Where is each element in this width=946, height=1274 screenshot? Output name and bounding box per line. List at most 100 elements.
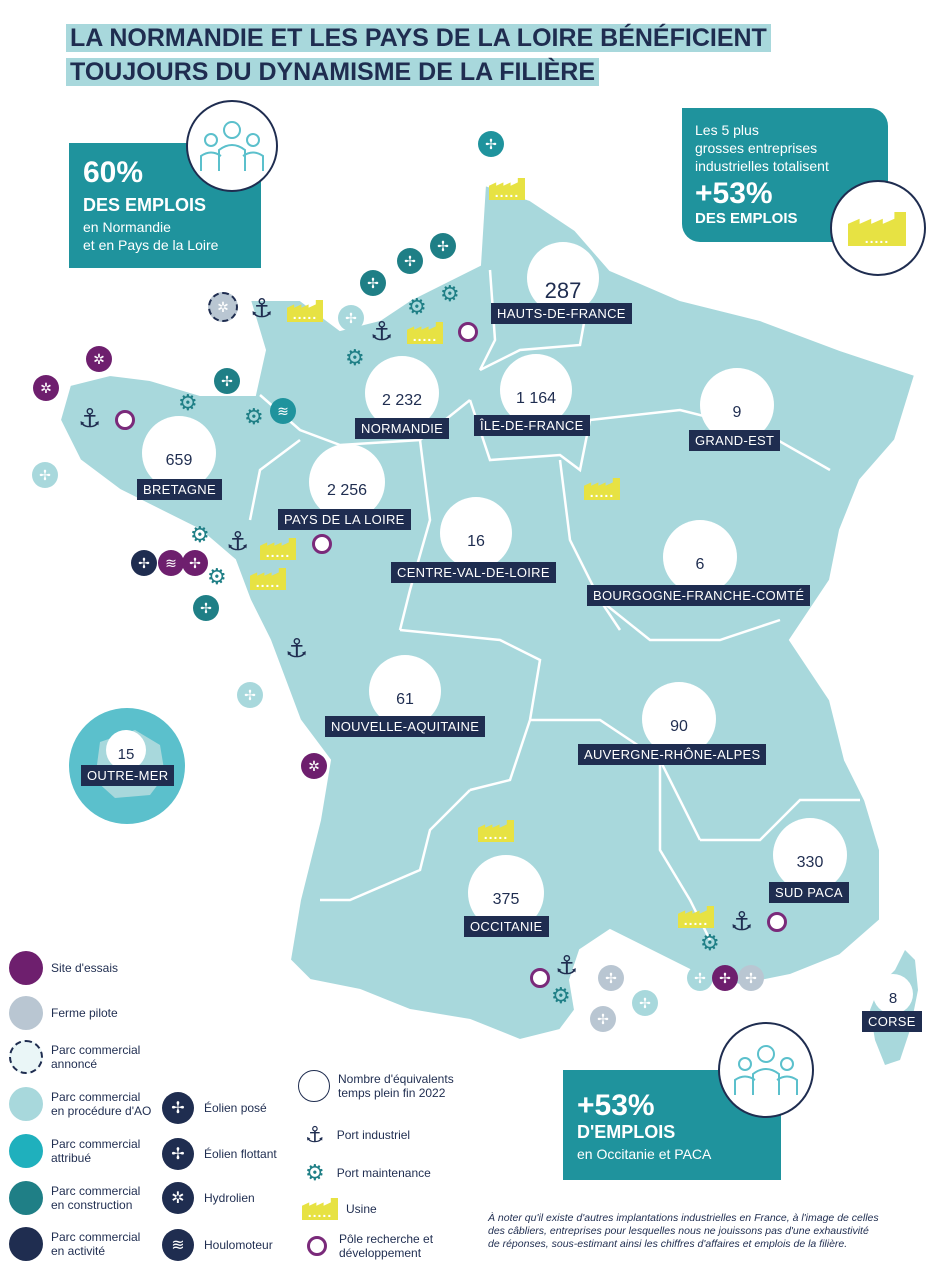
region-label-bretagne: BRETAGNE [137,479,222,500]
legend-parc-annonce: Parc commercial annoncé [9,1040,140,1074]
rd-pole-icon [458,322,478,342]
wind-turbine-icon: ✢ [182,550,208,576]
region-value-sud-paca: 330 [796,854,824,871]
floating-wind-turbine-icon: ✢ [162,1138,194,1170]
stat-53-line1: Les 5 plus [695,122,759,138]
wave-energy-icon: ≋ [270,398,296,424]
legend-pole-rd: Pôle recherche et développement [307,1232,433,1260]
region-value-bourgogne-franche-comte: 6 [695,556,705,573]
wind-turbine-icon: ✢ [712,965,738,991]
wind-turbine-icon: ✢ [430,233,456,259]
wind-turbine-icon: ✢ [632,990,658,1016]
stat-60-sub1: en Normandie [83,219,171,235]
gear-icon: ⚙ [207,564,227,589]
gear-icon: ⚙ [190,522,210,547]
stat-53-line2: grosses entreprises [695,140,818,156]
wind-turbine-icon: ✢ [32,462,58,488]
legend-label: Port maintenance [336,1166,431,1180]
region-value-centre-val-de-loire: 16 [467,533,485,550]
region-label-ile-de-france: ÎLE-DE-FRANCE [474,415,590,436]
legend-usine: Usine [302,1198,377,1220]
region-label-occitanie: OCCITANIE [464,916,549,937]
region-value-auvergne-rhone-alpes: 90 [670,718,688,735]
stat-south-pct: +53% [577,1089,655,1122]
region-label-centre-val-de-loire: CENTRE-VAL-DE-LOIRE [391,562,556,583]
factory-circle-right [830,180,926,276]
region-value-normandie: 2 232 [381,392,423,409]
anchor-crane-icon: ⚓ [226,526,250,556]
legend-label: Ferme pilote [51,1006,118,1020]
stat-53-line3: industrielles totalisent [695,158,829,174]
legend-label: Pôle recherche et [339,1232,434,1246]
region-circle-bourgogne-franche-comte: 6 [663,520,737,594]
wind-turbine-icon: ✢ [193,595,219,621]
wind-turbine-icon: ✢ [590,1006,616,1032]
gear-icon: ⚙ [244,404,264,429]
legend-port-maintenance: ⚙ Port maintenance [305,1160,431,1186]
region-circle-centre-val-de-loire: 16 [440,497,512,569]
legend-label: Port industriel [336,1128,411,1142]
people-icon [200,121,264,171]
legend-ferme-pilote: Ferme pilote [9,996,118,1030]
stat-60-sub2: et en Pays de la Loire [83,237,219,253]
legend-label: Hydrolien [204,1191,255,1205]
rd-pole-icon [115,410,135,430]
region-circle-nouvelle-aquitaine: 61 [369,655,441,727]
wind-turbine-icon: ✢ [478,131,504,157]
legend-label: Site d'essais [51,961,118,975]
tidal-turbine-icon: ✲ [301,753,327,779]
legend-label: Parc commercial [51,1137,141,1151]
wind-turbine-icon: ✢ [397,248,423,274]
tidal-turbine-icon: ✲ [33,375,59,401]
legend-etp: Nombre d'équivalents temps plein fin 2022 [298,1070,454,1102]
region-circle-auvergne-rhone-alpes: 90 [642,682,716,756]
region-circle-ile-de-france: 1 164 [500,354,572,426]
anchor-crane-icon: ⚓ [285,633,309,663]
legend-label: Nombre d'équivalents [338,1072,454,1086]
region-value-pays-de-la-loire: 2 256 [326,482,368,499]
gear-icon: ⚙ [345,345,365,370]
wind-turbine-icon: ✢ [214,368,240,394]
legend-label: annoncé [51,1057,98,1071]
people-circle-left [186,100,278,192]
legend-site-essais: Site d'essais [9,951,118,985]
tidal-turbine-icon: ✲ [208,292,238,322]
anchor-crane-icon: ⚓ [305,1122,325,1147]
factory-icon [848,212,906,246]
legend-label: en construction [51,1198,133,1212]
legend-label: en procédure d'AO [51,1104,152,1118]
region-label-sud-paca: SUD PACA [769,882,849,903]
legend-label: en activité [51,1244,106,1258]
rd-pole-icon [312,534,332,554]
footnote: À noter qu'il existe d'autres implantati… [488,1212,879,1250]
stat-53-headline: DES EMPLOIS [695,210,798,227]
region-value-outre-mer: 15 [117,746,135,763]
legend-label: Parc commercial [51,1230,141,1244]
wind-turbine-icon: ✢ [131,550,157,576]
legend-eolien-flottant: ✢ Éolien flottant [162,1138,277,1170]
region-value-ile-de-france: 1 164 [515,390,557,407]
stat-box-60-percent: 60% DES EMPLOIS en Normandie et en Pays … [69,143,261,268]
anchor-crane-icon: ⚓ [78,403,102,433]
region-circle-bretagne: 659 [142,416,216,490]
region-label-normandie: NORMANDIE [355,418,450,439]
title-line-1: LA NORMANDIE ET LES PAYS DE LA LOIRE BÉN… [66,24,771,52]
rd-pole-icon [530,968,550,988]
wave-energy-icon: ≋ [162,1229,194,1261]
legend-parc-activite: Parc commercial en activité [9,1227,140,1261]
legend-label: Éolien posé [204,1101,267,1115]
legend-eolien-pose: ✢ Éolien posé [162,1092,267,1124]
wind-turbine-icon: ✢ [237,682,263,708]
region-circle-corse: 8 [873,974,913,1014]
tidal-turbine-icon: ✲ [162,1182,194,1214]
legend-label: Parc commercial [51,1184,141,1198]
rd-pole-icon [767,912,787,932]
wind-turbine-icon: ✢ [738,965,764,991]
region-value-bretagne: 659 [165,452,193,469]
tidal-turbine-icon: ✲ [86,346,112,372]
region-label-outre-mer: OUTRE-MER [81,765,175,786]
people-icon [734,1045,798,1095]
legend-port-industriel: ⚓ Port industriel [305,1122,410,1148]
region-label-pays-de-la-loire: PAYS DE LA LOIRE [278,509,411,530]
legend-label: temps plein fin 2022 [338,1086,446,1100]
